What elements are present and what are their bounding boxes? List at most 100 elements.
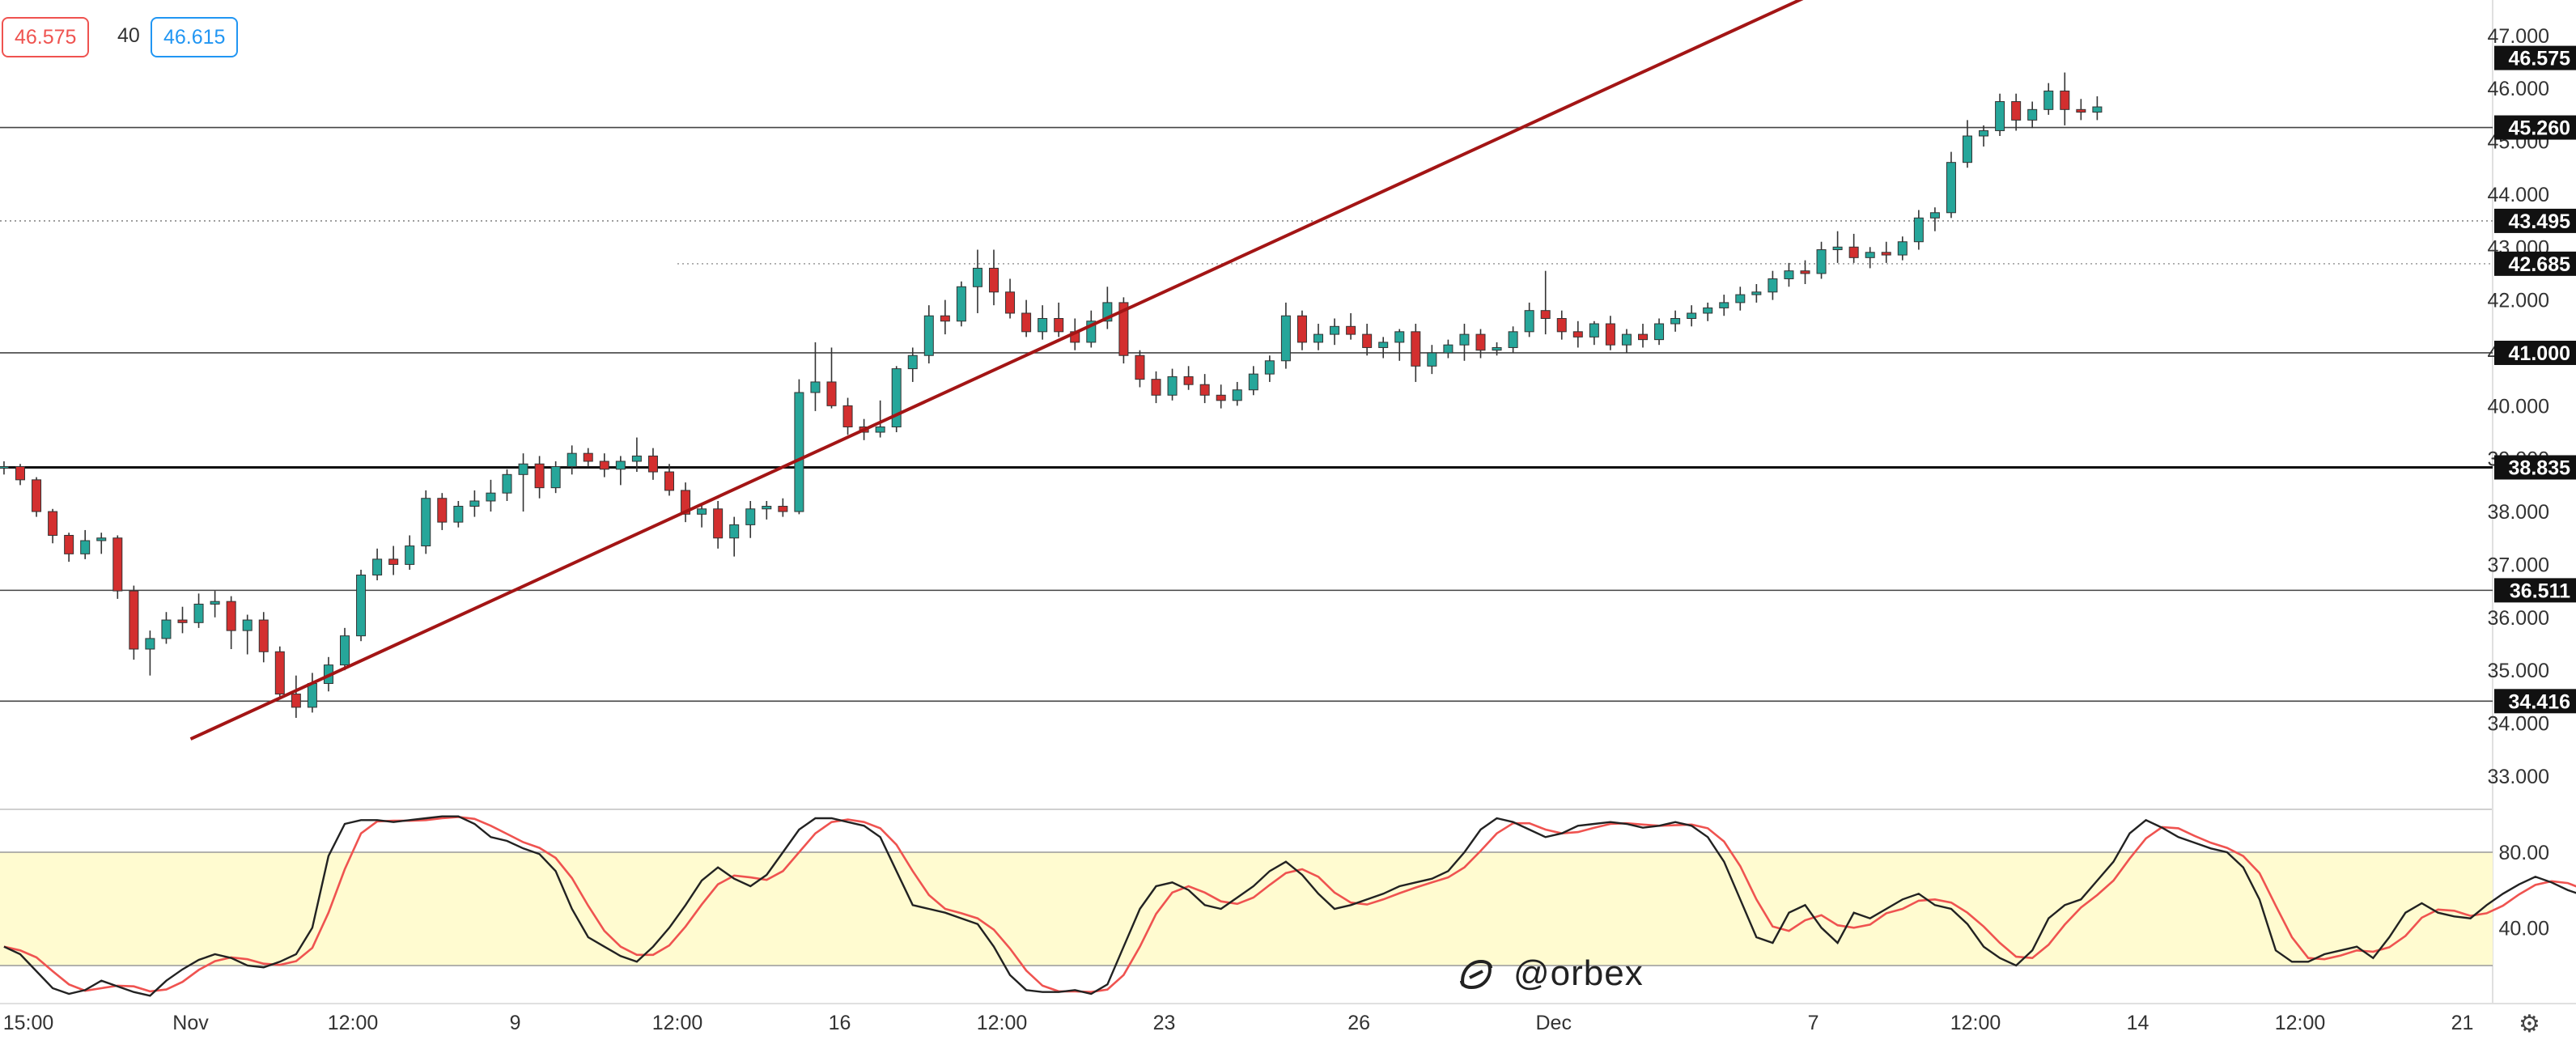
bid-price-tag[interactable]: 46.575 bbox=[2, 17, 90, 57]
level-label: 36.511 bbox=[2510, 579, 2570, 602]
time-tick-label: 12:00 bbox=[652, 1012, 703, 1034]
price-tick-label: 47.000 bbox=[2488, 25, 2549, 48]
candle-body bbox=[1638, 333, 1648, 341]
candle-body bbox=[1719, 302, 1729, 308]
candle-body bbox=[615, 461, 626, 470]
time-tick-label: 9 bbox=[510, 1012, 521, 1034]
candle-body bbox=[534, 463, 545, 489]
candle-body bbox=[1443, 344, 1454, 354]
candle-body bbox=[713, 508, 724, 539]
ask-price-tag[interactable]: 46.615 bbox=[151, 17, 239, 57]
price-tick-label: 37.000 bbox=[2488, 554, 2549, 576]
candle-body bbox=[421, 498, 431, 547]
candle-body bbox=[1021, 312, 1032, 333]
time-tick-label: 7 bbox=[1808, 1012, 1819, 1034]
candle-body bbox=[96, 537, 107, 541]
candle-body bbox=[567, 452, 577, 468]
candle-body bbox=[1167, 376, 1178, 396]
candle-body bbox=[1670, 317, 1681, 325]
level-label: 38.835 bbox=[2509, 456, 2571, 479]
candle-body bbox=[1881, 252, 1891, 256]
candle-body bbox=[1897, 241, 1908, 256]
candle-body bbox=[1556, 317, 1567, 333]
candle-body bbox=[1621, 333, 1632, 346]
candle-body bbox=[210, 601, 220, 605]
candle-body bbox=[242, 619, 253, 631]
time-tick-label: 23 bbox=[1153, 1012, 1176, 1034]
candle-body bbox=[972, 267, 982, 287]
candle-body bbox=[1330, 325, 1340, 335]
candle-body bbox=[145, 638, 155, 650]
candle-body bbox=[453, 506, 464, 523]
candle-body bbox=[2043, 90, 2054, 110]
candle-body bbox=[1492, 346, 1502, 351]
candle-body bbox=[1913, 217, 1924, 243]
candle-body bbox=[340, 635, 350, 666]
stoch-d-line bbox=[3, 816, 2576, 994]
candle-body bbox=[48, 511, 58, 536]
candle-body bbox=[956, 286, 966, 322]
candle-body bbox=[583, 452, 593, 462]
orbex-watermark: @orbex bbox=[1513, 953, 1644, 993]
candle-body bbox=[1183, 376, 1194, 385]
level-label: 46.575 bbox=[2509, 48, 2571, 70]
candle-body bbox=[258, 619, 269, 652]
price-tick-label: 42.000 bbox=[2488, 290, 2549, 312]
level-label-box bbox=[2494, 689, 2576, 714]
candle-body bbox=[1086, 320, 1097, 343]
candle-body bbox=[1589, 323, 1599, 337]
time-tick-label: 12:00 bbox=[1950, 1012, 2001, 1034]
stoch-k-line bbox=[3, 815, 2576, 997]
candle-body bbox=[0, 466, 9, 469]
time-tick-label: 12:00 bbox=[977, 1012, 1028, 1034]
candle-body bbox=[1784, 270, 1794, 279]
level-label: 34.416 bbox=[2509, 690, 2570, 713]
level-label-box bbox=[2494, 340, 2576, 365]
candle-body bbox=[891, 368, 902, 427]
candle-body bbox=[1248, 373, 1258, 391]
candle-body bbox=[1703, 307, 1713, 314]
candle-body bbox=[291, 694, 301, 708]
candle-body bbox=[778, 506, 788, 512]
candle-body bbox=[274, 651, 285, 695]
level-label-box bbox=[2494, 251, 2576, 276]
candle-body bbox=[1459, 333, 1470, 346]
candle-body bbox=[193, 603, 204, 623]
price-tick-label: 36.000 bbox=[2488, 607, 2549, 630]
candle-body bbox=[907, 354, 918, 370]
time-tick-label: 15:00 bbox=[3, 1012, 54, 1034]
candle-body bbox=[826, 381, 837, 406]
candle-body bbox=[762, 506, 772, 510]
candle-body bbox=[1102, 302, 1113, 322]
candle-body bbox=[1848, 246, 1859, 258]
time-tick-label: 21 bbox=[2451, 1012, 2474, 1034]
candle-body bbox=[2011, 101, 2022, 121]
candle-body bbox=[372, 558, 383, 575]
candle-body bbox=[923, 315, 934, 356]
level-label-box bbox=[2494, 45, 2576, 70]
candle-body bbox=[697, 508, 707, 515]
price-tick-label: 38.000 bbox=[2488, 501, 2549, 524]
settings-gear-icon[interactable]: ⚙ bbox=[2519, 1011, 2540, 1038]
candle-body bbox=[842, 405, 853, 427]
candle-body bbox=[2092, 106, 2103, 113]
level-label: 42.685 bbox=[2509, 253, 2571, 276]
candle-body bbox=[2027, 108, 2038, 121]
candle-body bbox=[1654, 323, 1665, 341]
candle-body bbox=[1118, 302, 1129, 356]
candle-body bbox=[1508, 331, 1518, 348]
candle-body bbox=[112, 537, 123, 592]
candle-body bbox=[550, 466, 561, 489]
candle-body bbox=[161, 619, 172, 639]
candle-body bbox=[1800, 270, 1810, 274]
candle-body bbox=[1346, 325, 1356, 335]
level-label-box bbox=[2494, 208, 2576, 233]
candle-body bbox=[1216, 394, 1226, 401]
candle-body bbox=[226, 601, 236, 631]
candle-body bbox=[681, 490, 691, 515]
price-tick-label: 44.000 bbox=[2488, 184, 2549, 206]
time-tick-label: 26 bbox=[1347, 1012, 1370, 1034]
level-label-box bbox=[2494, 115, 2576, 140]
